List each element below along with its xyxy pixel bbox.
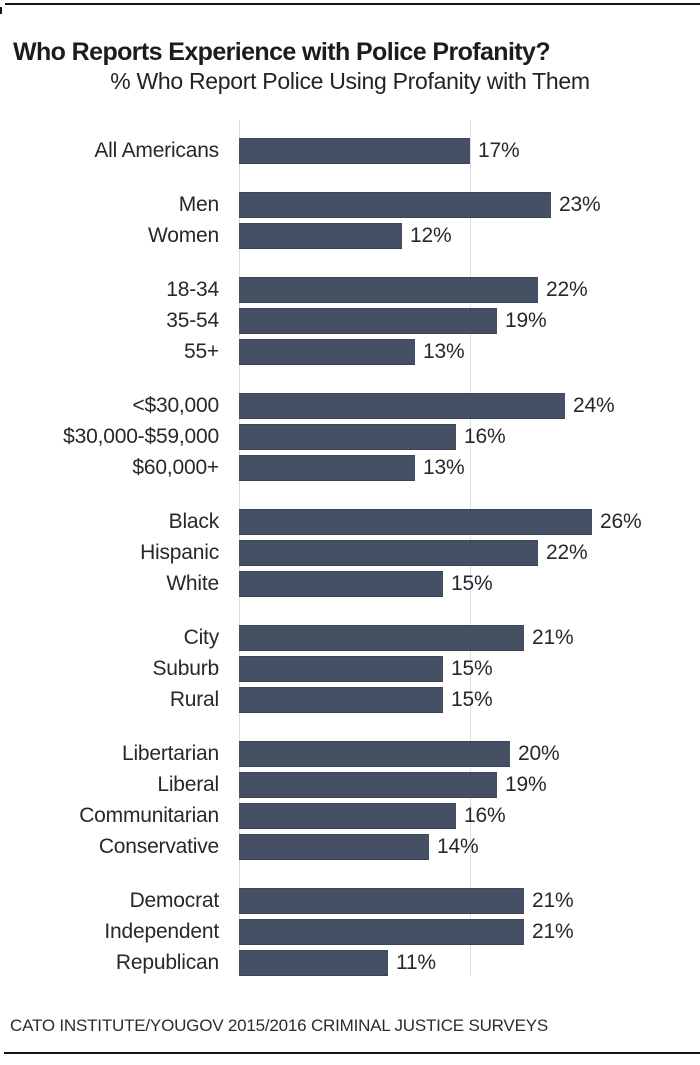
category-label: 35-54 xyxy=(166,309,219,332)
bar xyxy=(239,308,497,334)
bar-row: 55+ 13% xyxy=(0,339,700,365)
category-label: Hispanic xyxy=(140,541,219,564)
value-label: 24% xyxy=(573,394,615,417)
bar-row: Black 26% xyxy=(0,509,700,535)
bar-row: Hispanic 22% xyxy=(0,540,700,566)
value-label: 16% xyxy=(464,804,506,827)
value-label: 15% xyxy=(451,688,493,711)
bar-row: <$30,000 24% xyxy=(0,393,700,419)
source-note: CATO INSTITUTE/YOUGOV 2015/2016 CRIMINAL… xyxy=(10,1016,548,1035)
value-label: 20% xyxy=(518,742,560,765)
bar-row: Republican 11% xyxy=(0,950,700,976)
category-label: Republican xyxy=(115,951,219,974)
bar xyxy=(239,687,443,713)
bar xyxy=(239,772,497,798)
category-label: White xyxy=(166,572,219,595)
bar-row: City 21% xyxy=(0,625,700,651)
chart-title: Who Reports Experience with Police Profa… xyxy=(13,37,551,66)
bar xyxy=(239,455,415,481)
bar-row: 18-34 22% xyxy=(0,277,700,303)
bar xyxy=(239,571,443,597)
bar xyxy=(239,192,551,218)
category-label: 18-34 xyxy=(166,278,219,301)
bar-row: All Americans 17% xyxy=(0,138,700,164)
value-label: 21% xyxy=(532,889,574,912)
bar xyxy=(239,834,429,860)
bar-chart-plot-area: All Americans 17% Men 23% Women 12% 18-34 22% 35… xyxy=(0,120,700,978)
category-label: Men xyxy=(178,193,219,216)
value-label: 15% xyxy=(451,572,493,595)
value-label: 15% xyxy=(451,657,493,680)
value-label: 12% xyxy=(410,224,452,247)
bar xyxy=(239,919,524,945)
category-label: Democrat xyxy=(129,889,220,912)
bar-row: Rural 15% xyxy=(0,687,700,713)
bar xyxy=(239,339,415,365)
value-label: 13% xyxy=(423,456,465,479)
bar xyxy=(239,223,402,249)
bar xyxy=(239,393,565,419)
category-label: Rural xyxy=(169,688,219,711)
category-label: $30,000-$59,000 xyxy=(63,425,219,448)
bar xyxy=(239,509,592,535)
bar-row: Independent 21% xyxy=(0,919,700,945)
value-label: 21% xyxy=(532,626,574,649)
bar-row: $30,000-$59,000 16% xyxy=(0,424,700,450)
bar-row: Libertarian 20% xyxy=(0,741,700,767)
bar xyxy=(239,656,443,682)
value-label: 19% xyxy=(505,773,547,796)
value-label: 19% xyxy=(505,309,547,332)
bar xyxy=(239,424,456,450)
bar xyxy=(239,138,470,164)
value-label: 13% xyxy=(423,340,465,363)
bar-row: Men 23% xyxy=(0,192,700,218)
category-label: Women xyxy=(148,224,219,247)
value-label: 14% xyxy=(437,835,479,858)
category-label: Liberal xyxy=(157,773,219,796)
bar xyxy=(239,277,538,303)
bar xyxy=(239,803,456,829)
bar-row: Liberal 19% xyxy=(0,772,700,798)
bar xyxy=(239,950,388,976)
bar-row: White 15% xyxy=(0,571,700,597)
bar xyxy=(239,888,524,914)
top-border-rule xyxy=(5,3,700,5)
bar-row: $60,000+ 13% xyxy=(0,455,700,481)
category-label: All Americans xyxy=(94,139,219,162)
value-label: 11% xyxy=(396,951,436,974)
bar-row: Women 12% xyxy=(0,223,700,249)
category-label: $60,000+ xyxy=(132,456,219,479)
category-label: Independent xyxy=(104,920,219,943)
bar-row: Suburb 15% xyxy=(0,656,700,682)
category-label: <$30,000 xyxy=(132,394,219,417)
category-label: Libertarian xyxy=(121,742,219,765)
bar-row: Communitarian 16% xyxy=(0,803,700,829)
category-label: 55+ xyxy=(183,340,219,363)
bar-row: Democrat 21% xyxy=(0,888,700,914)
category-label: Suburb xyxy=(152,657,219,680)
value-label: 17% xyxy=(478,139,520,162)
value-label: 23% xyxy=(559,193,601,216)
bar xyxy=(239,540,538,566)
category-label: City xyxy=(183,626,220,649)
bar-row: 35-54 19% xyxy=(0,308,700,334)
bar xyxy=(239,741,510,767)
value-label: 22% xyxy=(546,541,588,564)
bar-row: Conservative 14% xyxy=(0,834,700,860)
value-label: 21% xyxy=(532,920,574,943)
category-label: Communitarian xyxy=(79,804,219,827)
value-label: 22% xyxy=(546,278,588,301)
chart-subtitle: % Who Report Police Using Profanity with… xyxy=(110,68,590,94)
category-label: Black xyxy=(168,510,220,533)
category-label: Conservative xyxy=(98,835,219,858)
bar xyxy=(239,625,524,651)
bottom-border-rule xyxy=(4,1052,700,1054)
value-label: 16% xyxy=(464,425,506,448)
left-border-tick xyxy=(0,7,2,14)
value-label: 26% xyxy=(600,510,642,533)
